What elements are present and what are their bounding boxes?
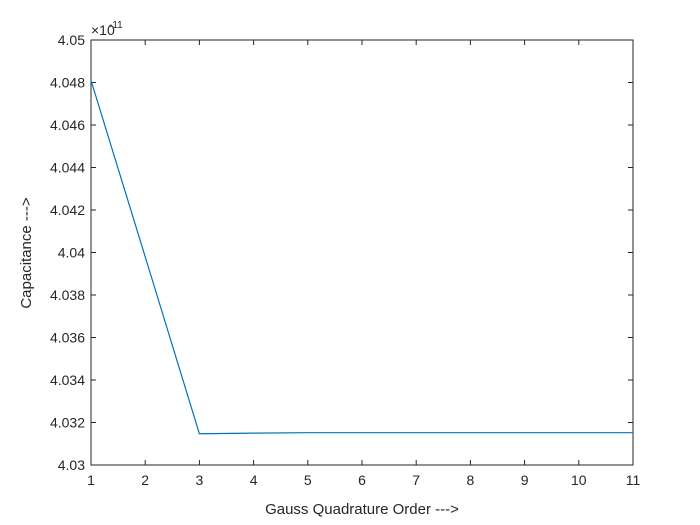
y-tick-label: 4.046 [50,117,85,133]
x-tick-label: 3 [196,472,204,488]
x-tick-label: 10 [571,472,587,488]
x-tick-label: 1 [87,472,95,488]
y-tick-label: 4.044 [50,160,85,176]
x-axis-label: Gauss Quadrature Order ---> [265,501,459,518]
y-tick-label: 4.042 [50,202,85,218]
plot-area: 1 2 3 4 5 6 7 8 9 10 11 4.03 4.032 4.034 4.036 4.038 4.0… [50,32,641,488]
y-axis-label: Capacitance ---> [18,197,35,309]
x-tick-label: 9 [521,472,529,488]
x-tick-label: 6 [358,472,366,488]
y-exponent-base: ×10 [91,22,115,38]
x-tick-label: 8 [467,472,475,488]
y-tick-label: 4.05 [58,32,85,48]
y-tick-label: 4.038 [50,287,85,303]
y-tick-label: 4.03 [58,457,85,473]
x-tick-label: 2 [141,472,149,488]
x-tick-label: 7 [412,472,420,488]
y-tick-label: 4.032 [50,415,85,431]
x-tick-label: 5 [304,472,312,488]
axes-box [90,39,634,466]
x-tick-label: 4 [250,472,258,488]
y-tick-label: 4.04 [58,245,85,261]
y-tick-label: 4.048 [50,75,85,91]
x-tick-label: 11 [626,472,641,488]
y-tick-label: 4.036 [50,330,85,346]
series-line [90,80,633,435]
y-tick-label: 4.034 [50,372,85,388]
y-exponent-power: -11 [109,20,123,31]
